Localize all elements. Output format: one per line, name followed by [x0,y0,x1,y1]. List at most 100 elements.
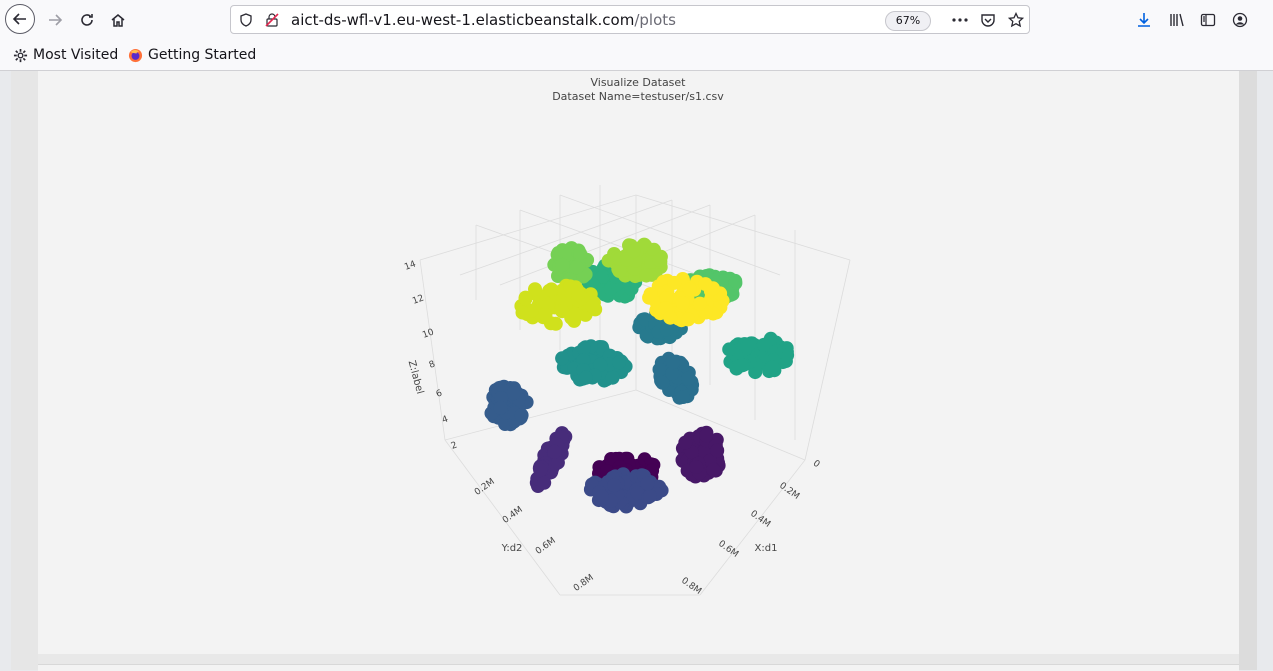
scatter-point [544,282,559,297]
scatter-point [692,296,707,311]
scatter-point [765,360,780,375]
back-arrow-icon [12,13,26,25]
x-tick-label: 0 [811,459,822,471]
bookmark-getting-started[interactable]: Getting Started [128,45,256,65]
scatter-point [678,435,693,450]
scatter-point [555,304,570,319]
scatter-point [735,358,750,373]
scatter-point [567,308,582,322]
plot-points [484,237,795,514]
url-text[interactable]: aict-ds-wfl-v1.eu-west-1.elasticbeanstal… [291,11,676,29]
y-axis-title: Y:d2 [501,543,523,554]
grid-line [699,459,806,596]
scatter-point [594,489,609,504]
scatter-point [626,244,641,259]
scatter-point [607,478,622,493]
zoom-level-badge[interactable]: 67% [885,11,931,31]
scatter-point [681,312,696,327]
cluster-2 [675,425,726,484]
scatter-point [682,282,697,297]
bookmark-most-visited[interactable]: Most Visited [13,45,118,65]
forward-button[interactable] [40,5,70,35]
x-tick-label: 0.2M [777,481,801,502]
scatter-point [555,351,570,366]
scatter-point [537,475,552,490]
scatter-point [667,275,682,290]
y-tick-label: 0.2M [473,477,497,498]
grid-line [635,194,851,261]
scatter-point [652,362,667,377]
scatter-point [637,237,652,252]
y-tick-label: 0.4M [501,505,525,526]
scatter-point [514,408,529,423]
scatter-point [637,312,652,327]
library-icon[interactable] [1163,6,1191,34]
home-icon [111,14,125,27]
scatter-point [663,310,678,325]
next-card-edge [38,664,1239,671]
scatter-point [595,269,610,284]
scatter-point [573,246,588,261]
z-tick-label: 10 [421,327,435,340]
y-tick-label: 0.8M [572,573,596,594]
scatter-point [576,341,591,356]
plot-title: Visualize Dataset [590,76,686,89]
cluster-8 [555,339,633,388]
account-icon[interactable] [1226,6,1254,34]
grid-line [804,259,851,461]
scatter-point [643,287,658,302]
back-button[interactable] [5,4,35,34]
insecure-lock-icon[interactable] [261,9,283,31]
pocket-icon[interactable] [977,9,999,31]
scatter-point [593,357,608,372]
reload-button[interactable] [72,5,102,35]
scatter-point [756,337,771,352]
scatter-point [533,463,548,478]
scatter-point [710,443,725,458]
z-tick-label: 12 [411,293,425,306]
scatter-point [548,316,563,331]
scatter-point [639,268,654,283]
scatter-point [722,342,737,357]
scatter-point [655,375,670,390]
sidebar-icon[interactable] [1194,6,1222,34]
grid-line [559,194,781,276]
grid-line [444,389,637,441]
scatter-point [665,355,680,370]
cluster-15 [642,272,730,328]
scatter-point [728,276,743,290]
more-actions-icon[interactable] [949,9,971,31]
home-button[interactable] [103,5,133,35]
grid-line [499,204,711,286]
x-axis-title: X:d1 [755,543,778,554]
y-tick-label: 0.6M [534,536,558,557]
plot-title-block: Visualize Dataset Dataset Name=testuser/… [438,76,838,104]
scatter-point [515,305,530,320]
shield-icon[interactable] [235,9,257,31]
scatter-point [528,282,542,297]
downloads-icon[interactable] [1130,6,1158,34]
scatter-point [571,287,586,302]
scatter-point [538,307,553,322]
browser-toolbar: aict-ds-wfl-v1.eu-west-1.elasticbeanstal… [0,0,1273,40]
url-path: /plots [634,11,676,29]
reload-icon [81,14,93,26]
grid-line [419,194,637,261]
scatter-point [689,460,704,474]
x-tick-label: 0.4M [748,509,772,530]
firefox-icon [128,48,143,62]
forward-arrow-icon [49,14,63,26]
scatter-point [555,258,570,273]
bookmark-star-icon[interactable] [1005,9,1027,31]
url-bar[interactable]: aict-ds-wfl-v1.eu-west-1.elasticbeanstal… [230,5,1030,34]
cluster-12 [547,241,595,289]
cluster-5 [484,379,534,432]
scatter-point [547,444,562,459]
cluster-4 [583,467,669,514]
plot-panel [38,71,1239,654]
scatter-point [569,260,584,275]
z-tick-label: 2 [450,440,459,451]
url-host: aict-ds-wfl-v1.eu-west-1.elasticbeanstal… [291,11,635,29]
z-tick-label: 6 [435,388,444,399]
